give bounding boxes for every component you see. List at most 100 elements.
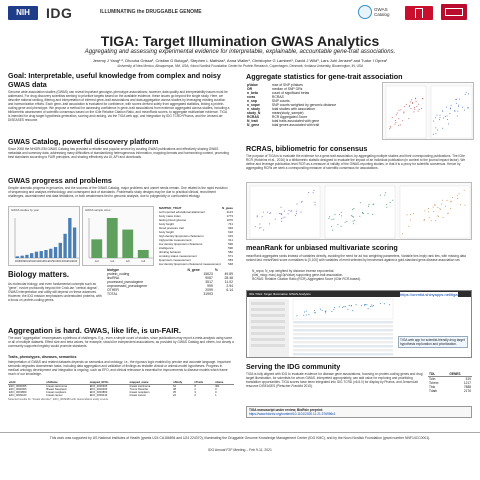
efo-cell: 1	[215, 394, 217, 397]
mapped-trait-cell: smoking status measurement	[159, 254, 197, 258]
efo-table: efoId efoName mapped_EFOs mapped_name nStudy…	[8, 381, 234, 415]
rcras-thumb-b-point	[386, 206, 388, 208]
efo-cell: EFO_0009443	[9, 394, 27, 397]
sample-size-tick-label: 1e4	[110, 260, 115, 263]
rcras-thumb-a-point	[256, 215, 258, 217]
rcras-thumb-b-point	[350, 215, 352, 217]
studies-by-year-tick-label: 2016	[53, 260, 59, 263]
stats-thumb-a-point	[414, 108, 416, 110]
biotype-n-cell: 2099	[205, 288, 213, 292]
efo-header-cell: nStudy	[173, 381, 183, 384]
stat-key-cell: OR	[247, 87, 253, 91]
table-row: n_snpw SNP counts weighted by genomic dis…	[246, 103, 378, 107]
rcras-thumb-c-point	[460, 204, 462, 206]
stats-thumb-a-point	[403, 111, 405, 113]
biotype-pct-cell: 28.48	[224, 276, 234, 280]
n-gwas-cell: 590	[228, 246, 233, 250]
stats-thumb-b-point	[437, 129, 439, 131]
biotype-n-cell: 9087	[205, 276, 213, 280]
webapp-plot-panel	[292, 298, 394, 320]
efo-header-cell: efoName	[46, 381, 58, 384]
table-row: triglyceride measurement 611	[158, 238, 234, 242]
stat-desc-cell: total genes associated with trait	[271, 123, 320, 127]
rcras-thumb-a-point	[308, 192, 310, 194]
rcras-thumb-a-point	[300, 211, 302, 213]
rcras-thumb-a-point	[274, 218, 276, 220]
stats-thumb-a-point	[389, 125, 391, 127]
webapp-sidebar-control	[251, 302, 285, 305]
stat-key-cell: N_trait	[247, 119, 258, 123]
rcras-thumb-b-point	[352, 209, 354, 211]
rcras-thumb-a-point	[260, 227, 262, 229]
biotype-biotype-cell: OTHER	[107, 288, 119, 292]
rcras-thumb-b-point	[352, 220, 354, 222]
table-row: N_trait total traits associated with gene	[246, 119, 378, 123]
rcras-thumb-b-point	[328, 217, 330, 219]
webapp-plot-point	[350, 305, 352, 307]
table-row: RCRAS RCR Aggregated Score	[246, 115, 378, 119]
nih-logo: NIH	[8, 6, 38, 20]
table-row: OR median of SNP ORs	[246, 87, 378, 91]
stats-thumb-b-point	[435, 127, 437, 129]
stats-thumb-a-point	[394, 123, 396, 125]
stats-thumb-b-point	[442, 127, 444, 129]
biotype-biotype-cell: TOTAL	[107, 292, 118, 296]
stats-thumb-b-point	[450, 104, 452, 106]
rcras-thumb-b-point	[338, 214, 340, 216]
rcras-thumb-a-point	[314, 204, 316, 206]
rcras-thumb-b-point	[368, 205, 370, 207]
rcras-thumb-c-point	[441, 199, 443, 201]
rcras-thumb-c-point	[436, 215, 438, 217]
rcras-thumb-a-point	[300, 201, 302, 203]
webapp-plot-point	[347, 308, 349, 310]
mapped-trait-cell: drinking behavior	[159, 250, 182, 254]
rcras-thumb-b-point	[373, 203, 375, 205]
table-row: blood pressure trait 694	[158, 226, 234, 230]
rcras-thumb-c-point	[434, 204, 436, 206]
stat-key-cell: n_beta	[247, 91, 258, 95]
table-row: low density lipoprotein cholesterol meas…	[158, 262, 234, 266]
efo-cell: EFO_0000306	[89, 388, 108, 391]
meanrank-bullet: N_snpw, N_snp weighted by distance inver…	[252, 269, 472, 273]
stat-desc-cell: total traits associated with gene	[271, 119, 320, 123]
rcras-thumb-a-point	[288, 210, 290, 212]
rcras-thumb-c-point	[437, 206, 439, 208]
n-gwas-cell: 741	[228, 222, 233, 226]
stats-thumb-b-point	[464, 93, 466, 95]
serving-heading: Serving the IDG community	[246, 362, 341, 371]
rcras-thumb-b-point	[367, 213, 369, 215]
stat-key-cell: rcras	[247, 95, 256, 99]
rcras-thumb-b-point	[386, 204, 388, 206]
rcras-thumb-a-point	[296, 203, 298, 205]
table-row: lincRNA 9087 28.48	[106, 276, 234, 280]
table-row: unprocessed_pseudogene 999 2.94	[106, 284, 234, 288]
webapp-plot-point	[379, 302, 381, 304]
stats-thumb-a-point	[402, 120, 404, 122]
webapp-url-link[interactable]: https://unmtid-shinyapps.net/tiga	[400, 292, 458, 297]
rcras-thumb-a-point	[259, 223, 261, 225]
gwas-logo-icon	[358, 5, 372, 19]
studies-by-year-tick-label: 2009	[19, 260, 25, 263]
webapp-plot-point	[365, 304, 367, 306]
rcras-thumb-b-point	[334, 214, 336, 216]
rcras-thumb-b-point	[372, 213, 374, 215]
stats-thumb-b-point	[454, 110, 456, 112]
table-row: body mass index 1773	[158, 214, 234, 218]
sample-size-tick-label: 1e6	[141, 260, 146, 263]
table-row: Tchem 1217	[428, 381, 472, 385]
efo-cell: 22	[173, 394, 177, 397]
stats-thumb-b-point	[462, 106, 464, 108]
webapp-table-row	[293, 341, 393, 344]
preprint-link[interactable]: https://www.biorxiv.org/content/10.1101/…	[249, 412, 336, 416]
aggregation-text: The word "aggregation" encompasses a ple…	[8, 336, 234, 348]
biotype-header-cell: %	[214, 268, 218, 272]
rcras-thumb-a-point	[295, 213, 297, 215]
table-row: fasting blood glucose 1070	[158, 218, 234, 222]
stat-key-cell: n_snpw	[247, 103, 260, 107]
funding-text: This work was supported by US National I…	[49, 436, 431, 440]
efo-cell: EFO_0000306	[9, 388, 27, 391]
rcras-thumb-a-point	[287, 213, 289, 215]
webapp-sidebar-control	[251, 314, 285, 317]
stat-desc-cell: count of significant betas	[271, 91, 310, 95]
table-row: study_N mean(study_sample)	[246, 111, 378, 115]
